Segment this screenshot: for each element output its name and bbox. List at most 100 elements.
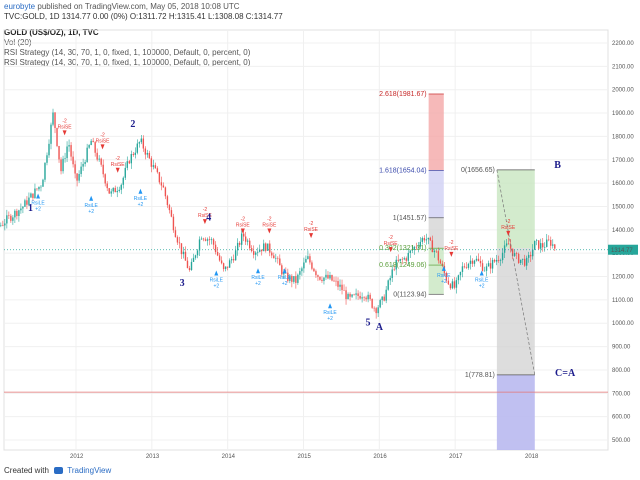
candle-body [295,276,297,283]
candle-body [367,294,369,300]
candle-body [337,281,339,287]
candle-body [459,271,462,276]
footer: Created with TradingView [4,466,111,475]
candle-body [28,197,30,205]
publisher-name[interactable]: eurobyte [4,2,36,11]
candle-body [333,280,335,282]
candle-body [511,248,514,256]
candle-body [66,146,68,159]
candle-body [6,215,8,224]
candle-body [166,196,169,206]
candle-body [160,182,163,186]
candle-body [305,258,307,263]
candle-body [343,290,345,291]
candle-body [76,173,78,181]
candle-body [34,188,36,199]
candle-body [228,260,231,268]
candle-body [142,138,145,149]
candle-body [413,246,415,250]
candle-body [283,272,285,275]
candle-body [441,263,444,266]
y-tick-label: 2200.00 [612,41,634,47]
candle-body [116,190,118,193]
tradingview-brand[interactable]: TradingView [67,466,112,475]
x-tick-label: 2015 [298,454,312,460]
candle-body [401,258,403,260]
y-tick-label: 2100.00 [612,64,634,70]
fib-level-label-right: 0(1656.65) [461,167,495,174]
signal-qty: +2 [213,284,219,290]
x-tick-label: 2018 [525,454,539,460]
buy-arrow-icon [441,265,446,271]
candle-body [74,164,76,174]
signal-qty: -2 [506,219,511,225]
candle-body [341,284,343,291]
candle-body [507,243,510,245]
candle-body [50,124,52,144]
candle-body [505,243,508,246]
candle-body [126,161,128,168]
candle-body [475,258,478,261]
candle-body [234,250,237,261]
candle-body [359,295,361,299]
candle-body [64,158,66,159]
candle-body [544,246,546,248]
candle-body [2,225,4,226]
candle-body [70,145,72,157]
strategy-indicator-2[interactable]: RSI Strategy (14, 30, 70, 1, 0, fixed, 1… [4,58,251,67]
candle-body [534,240,536,250]
candle-body [46,155,48,163]
candle-body [501,252,504,261]
candle-body [32,193,34,199]
candle-body [214,244,217,253]
candle-body [222,263,225,270]
candle-body [331,275,333,281]
candle-body [495,259,498,262]
candle-body [365,297,367,300]
candle-body [297,274,299,283]
candle-body [419,241,422,247]
candle-body [497,259,500,261]
signal-label: RsiSE [304,227,319,233]
candle-body [114,187,116,193]
candle-body [463,266,466,268]
candle-body [375,308,377,314]
fib-level-label: 1.618(1654.04) [379,167,426,174]
wave-label: 4 [206,212,211,223]
candle-body [521,258,524,260]
signal-qty: -2 [115,156,120,162]
candle-body [469,260,472,264]
candle-body [12,217,14,221]
sell-arrow-icon [309,233,314,239]
candle-body [208,239,211,241]
candle-body [190,261,193,271]
candle-body [393,269,395,271]
candle-body [503,245,506,253]
candle-body [136,143,139,153]
candle-body [387,280,389,290]
plot-area [3,29,609,451]
candle-body [218,255,221,261]
candle-body [108,188,110,194]
strategy-indicator-1[interactable]: RSI Strategy (14, 30, 70, 1, 0, fixed, 1… [4,48,251,57]
signal-qty: -2 [267,216,272,222]
signal-qty: +2 [35,206,41,212]
candle-body [156,168,159,173]
candle-body [345,290,347,300]
candle-body [62,158,64,172]
candle-body [357,293,359,296]
candle-body [224,266,227,270]
signal-label: RsiSE [501,225,516,231]
candle-body [509,244,512,249]
candle-body [538,240,540,249]
buy-arrow-icon [328,303,333,309]
candle-body [405,258,407,261]
signal-qty: -2 [241,216,246,222]
signal-label: RsiSE [96,138,111,144]
candle-body [164,187,167,197]
signal-label: RsiLE [475,278,489,284]
candle-body [355,293,357,295]
y-tick-label: 1100.00 [612,298,634,304]
y-tick-label: 500.00 [612,438,631,444]
